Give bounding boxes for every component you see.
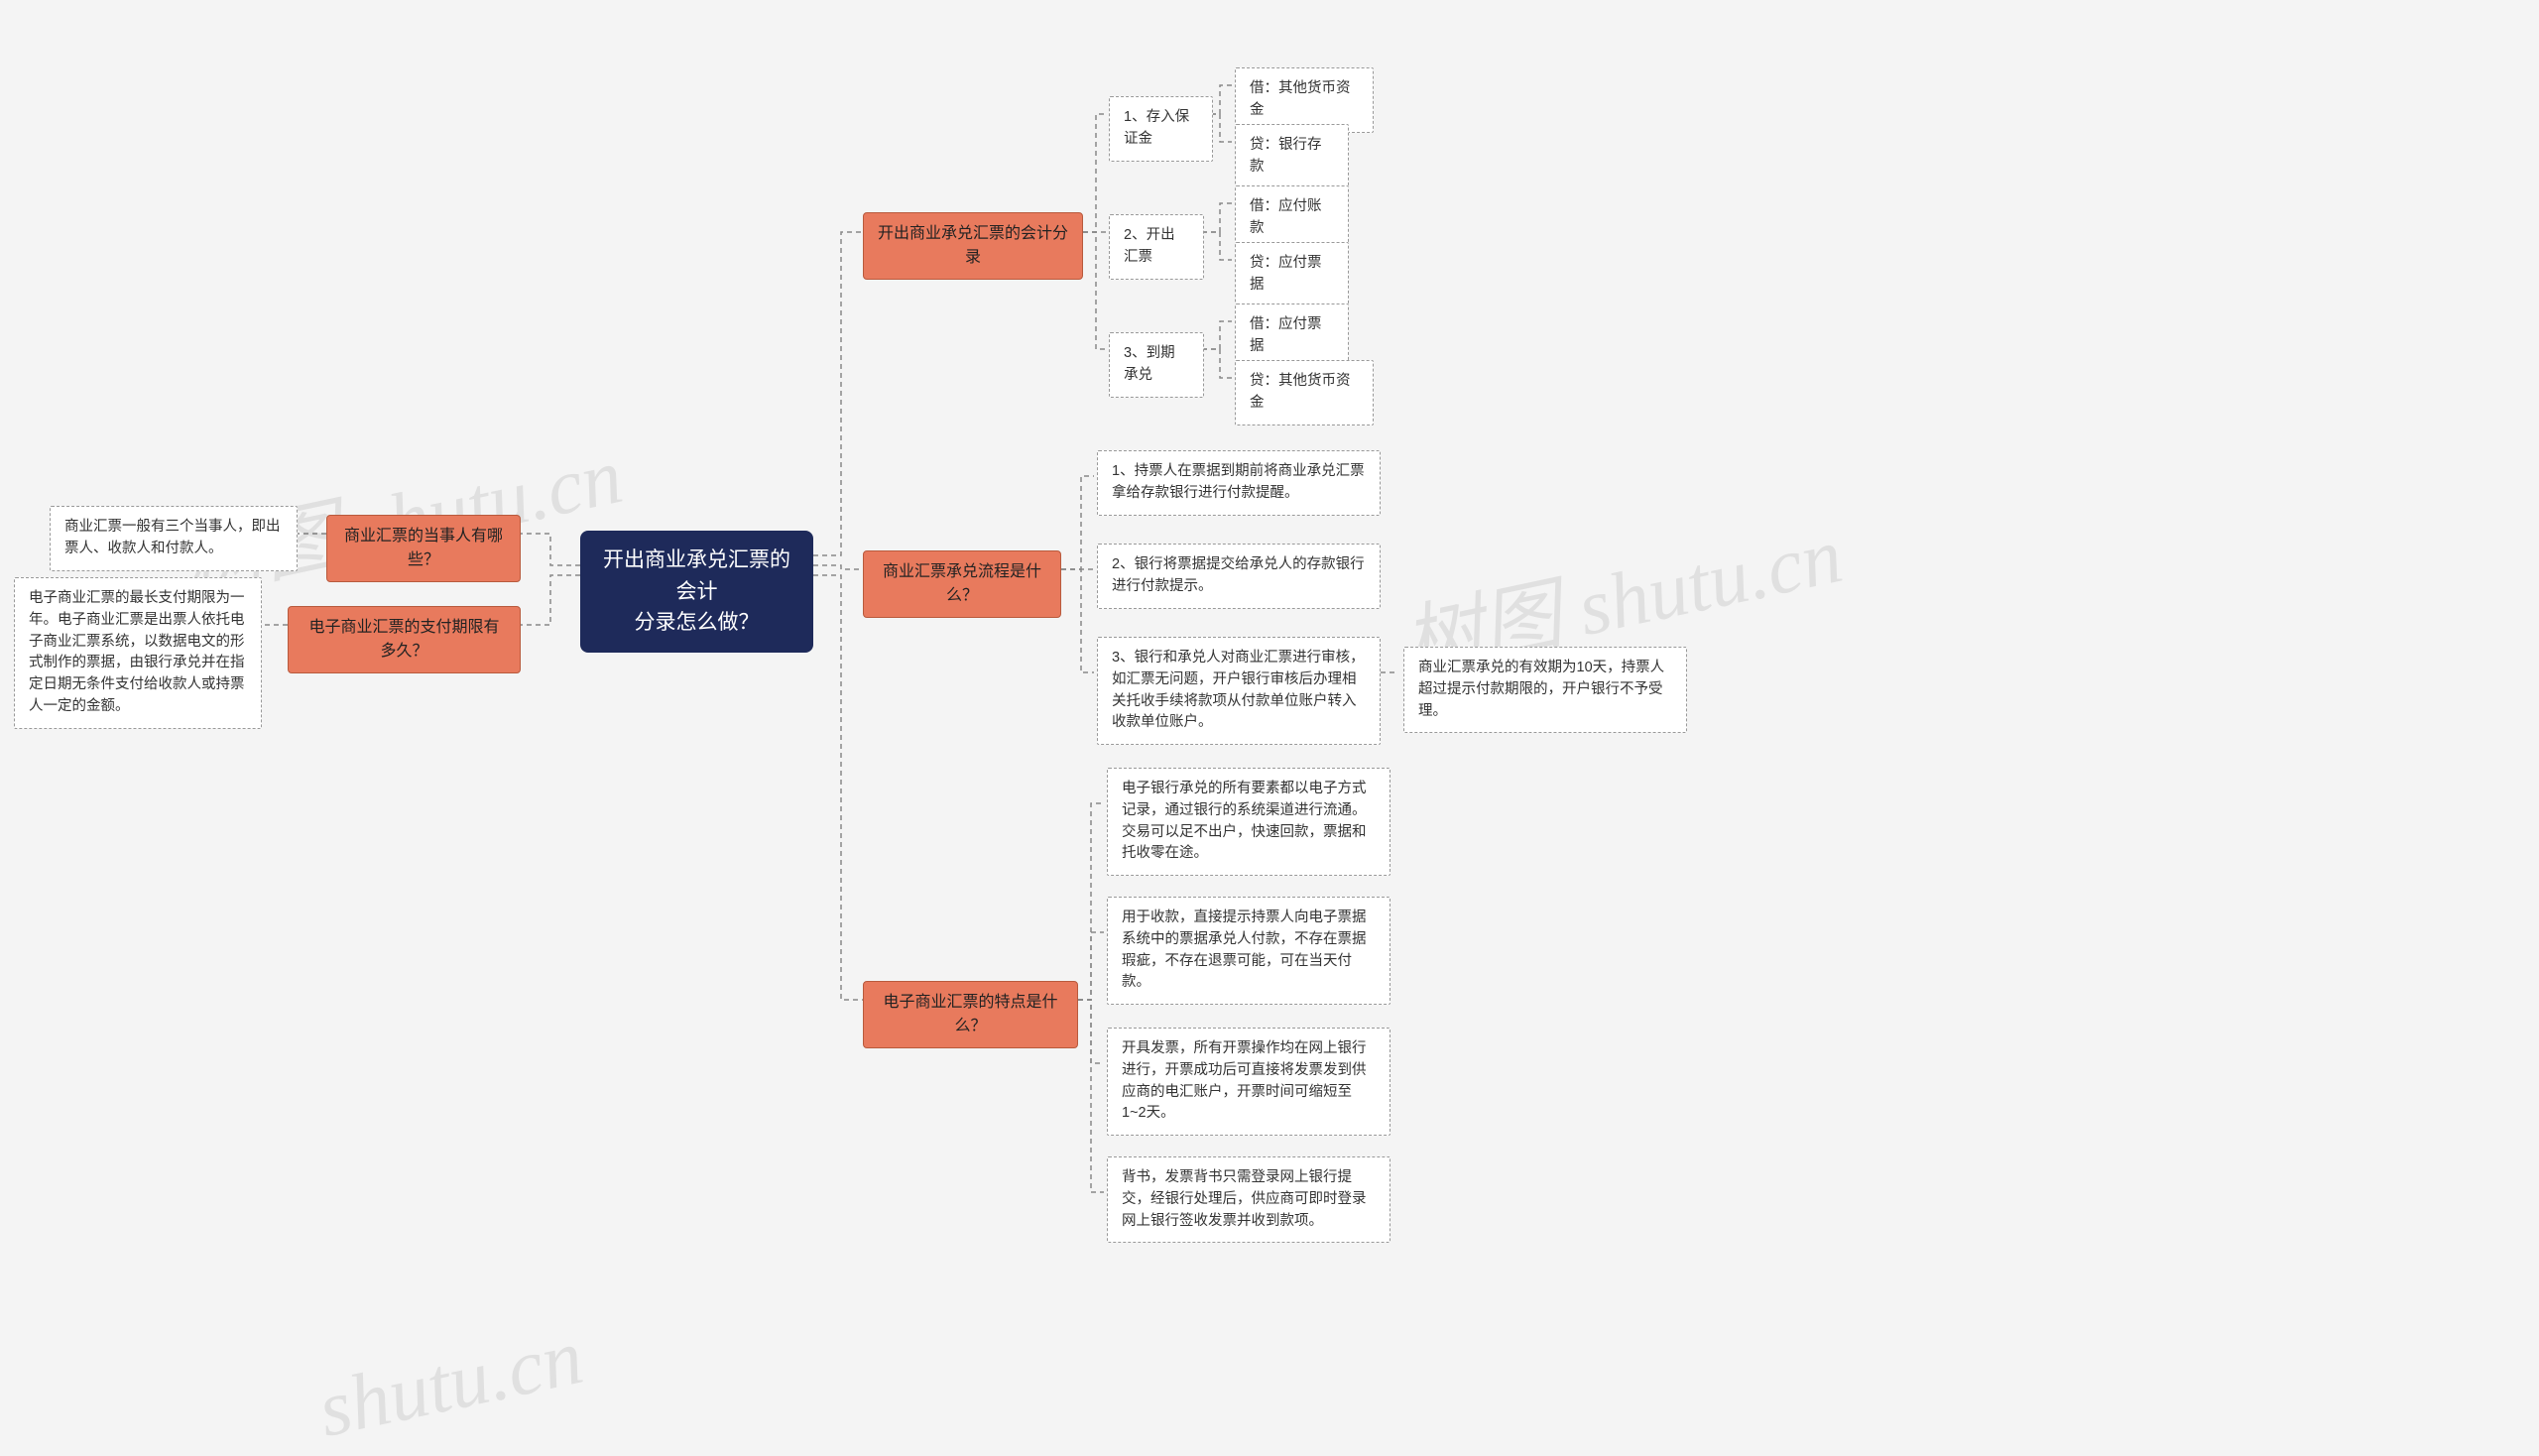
- leaf-step3-entry2: 贷：其他货币资金: [1235, 360, 1374, 425]
- leaf-process-3: 3、银行和承兑人对商业汇票进行审核，如汇票无问题，开户银行审核后办理相关托收手续…: [1097, 637, 1381, 745]
- branch-electronic-features[interactable]: 电子商业汇票的特点是什么？: [863, 981, 1078, 1048]
- leaf-step1-entry1: 借：其他货币资金: [1235, 67, 1374, 133]
- branch-accounting-entries[interactable]: 开出商业承兑汇票的会计分录: [863, 212, 1083, 280]
- leaf-step3: 3、到期承兑: [1109, 332, 1204, 398]
- leaf-feature-2: 用于收款，直接提示持票人向电子票据系统中的票据承兑人付款，不存在票据瑕疵，不存在…: [1107, 897, 1390, 1005]
- leaf-step2-entry2: 贷：应付票据: [1235, 242, 1349, 307]
- branch-acceptance-process-label: 商业汇票承兑流程是什么？: [883, 563, 1041, 604]
- leaf-feature-3: 开具发票，所有开票操作均在网上银行进行，开票成功后可直接将发票发到供应商的电汇账…: [1107, 1028, 1390, 1136]
- leaf-process-note: 商业汇票承兑的有效期为10天，持票人超过提示付款期限的，开户银行不予受理。: [1403, 647, 1687, 733]
- root-line1: 开出商业承兑汇票的会计: [603, 548, 790, 603]
- root-line2: 分录怎么做？: [635, 611, 760, 634]
- leaf-process-1: 1、持票人在票据到期前将商业承兑汇票拿给存款银行进行付款提醒。: [1097, 450, 1381, 516]
- leaf-process-2: 2、银行将票据提交给承兑人的存款银行进行付款提示。: [1097, 544, 1381, 609]
- leaf-feature-4: 背书，发票背书只需登录网上银行提交，经银行处理后，供应商可即时登录网上银行签收发…: [1107, 1156, 1390, 1243]
- leaf-step1: 1、存入保证金: [1109, 96, 1213, 162]
- leaf-parties: 商业汇票一般有三个当事人，即出票人、收款人和付款人。: [50, 506, 298, 571]
- leaf-electronic-term: 电子商业汇票的最长支付期限为一年。电子商业汇票是出票人依托电子商业汇票系统，以数…: [14, 577, 262, 729]
- root-node[interactable]: 开出商业承兑汇票的会计 分录怎么做？: [580, 531, 813, 653]
- branch-electronic-term[interactable]: 电子商业汇票的支付期限有多久？: [288, 606, 521, 673]
- leaf-step2-entry1: 借：应付账款: [1235, 185, 1349, 251]
- branch-electronic-term-label: 电子商业汇票的支付期限有多久？: [308, 619, 499, 660]
- leaf-step1-entry2: 贷：银行存款: [1235, 124, 1349, 189]
- branch-acceptance-process[interactable]: 商业汇票承兑流程是什么？: [863, 550, 1061, 618]
- watermark-3: shutu.cn: [310, 1312, 590, 1456]
- leaf-feature-1: 电子银行承兑的所有要素都以电子方式记录，通过银行的系统渠道进行流通。交易可以足不…: [1107, 768, 1390, 876]
- leaf-step3-entry1: 借：应付票据: [1235, 303, 1349, 369]
- leaf-step2: 2、开出汇票: [1109, 214, 1204, 280]
- branch-accounting-entries-label: 开出商业承兑汇票的会计分录: [878, 225, 1068, 266]
- branch-parties[interactable]: 商业汇票的当事人有哪些？: [326, 515, 521, 582]
- branch-electronic-features-label: 电子商业汇票的特点是什么？: [883, 994, 1057, 1034]
- branch-parties-label: 商业汇票的当事人有哪些？: [344, 528, 503, 568]
